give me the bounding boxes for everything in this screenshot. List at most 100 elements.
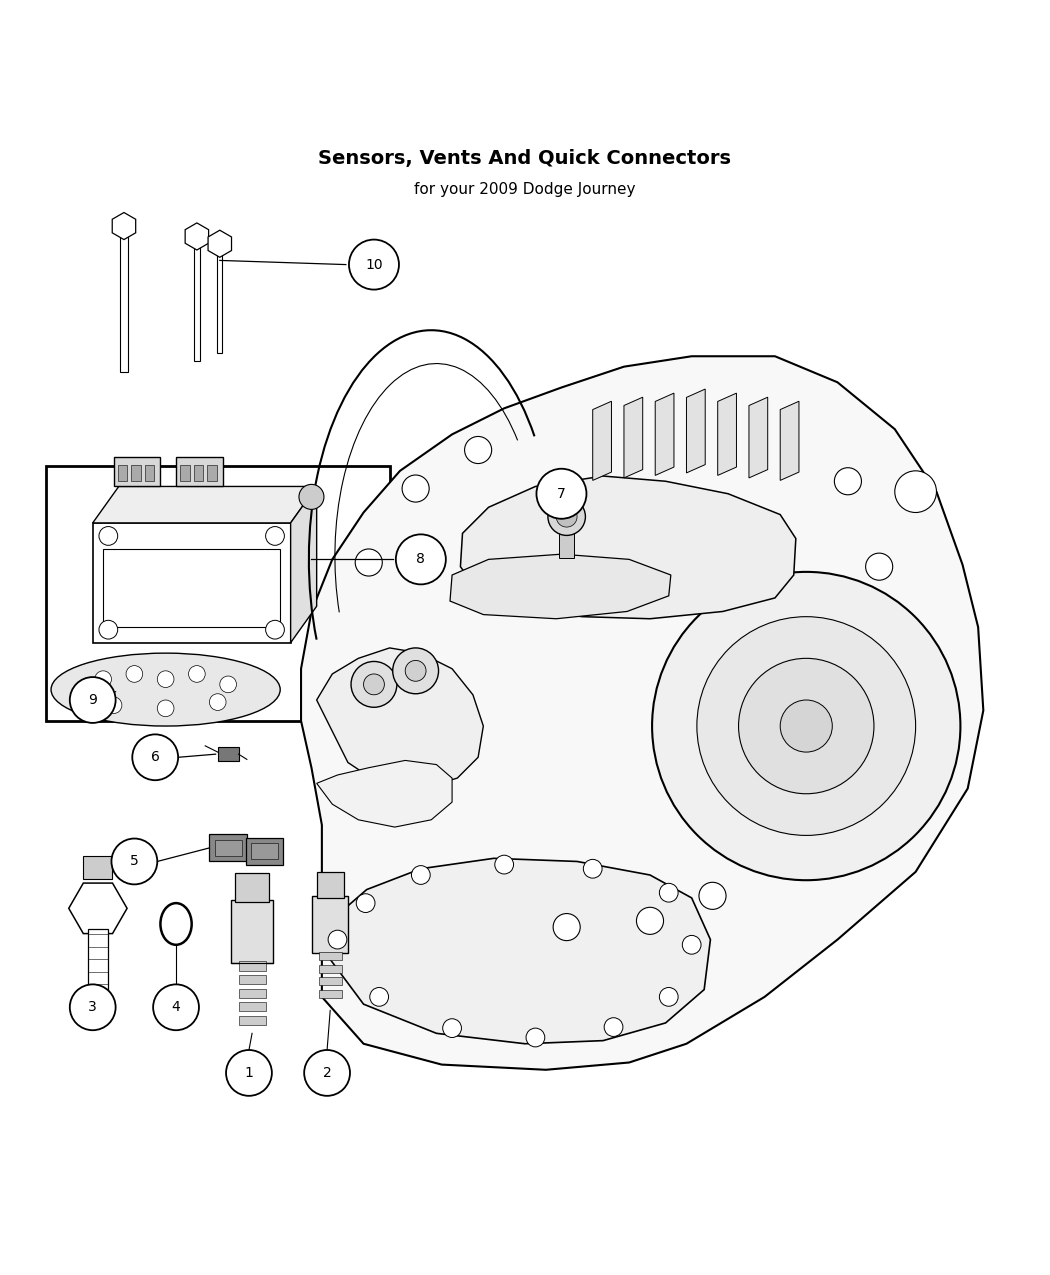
Circle shape (351, 662, 397, 708)
Bar (246, 838, 284, 864)
Ellipse shape (51, 653, 280, 725)
Polygon shape (291, 487, 317, 643)
Circle shape (553, 914, 581, 941)
Circle shape (99, 527, 118, 546)
Bar (87, 929, 108, 1007)
Circle shape (659, 988, 678, 1006)
Bar (217, 747, 238, 761)
Circle shape (835, 468, 861, 495)
Circle shape (69, 677, 116, 723)
Bar (121, 226, 128, 372)
Circle shape (299, 484, 324, 510)
Bar (181, 464, 190, 481)
Polygon shape (185, 223, 209, 250)
Circle shape (126, 666, 143, 682)
Bar (194, 464, 203, 481)
Bar (235, 873, 269, 903)
Circle shape (464, 436, 491, 464)
Circle shape (659, 884, 678, 903)
Polygon shape (624, 398, 643, 478)
Bar (118, 464, 127, 481)
Polygon shape (450, 555, 671, 618)
Circle shape (652, 572, 961, 880)
Circle shape (738, 658, 874, 794)
Bar (319, 952, 341, 960)
Circle shape (895, 470, 937, 513)
Bar (238, 1002, 266, 1011)
Circle shape (363, 674, 384, 695)
Circle shape (697, 617, 916, 835)
Circle shape (266, 527, 285, 546)
Polygon shape (112, 213, 135, 240)
Circle shape (356, 894, 375, 913)
Polygon shape (592, 402, 611, 481)
Circle shape (412, 866, 430, 885)
Polygon shape (301, 356, 984, 1070)
Bar (560, 532, 574, 558)
Bar (238, 1016, 266, 1025)
Bar (238, 975, 266, 984)
Bar (313, 896, 348, 954)
Circle shape (682, 936, 701, 954)
Circle shape (189, 666, 205, 682)
Circle shape (69, 984, 116, 1030)
Bar (92, 523, 291, 643)
Circle shape (370, 988, 388, 1006)
Circle shape (349, 240, 399, 289)
Circle shape (226, 1051, 272, 1095)
Polygon shape (68, 884, 127, 933)
Text: 9: 9 (88, 694, 98, 708)
Circle shape (396, 534, 446, 584)
Bar (319, 989, 341, 998)
Bar (214, 839, 242, 857)
Bar (145, 464, 154, 481)
Bar (217, 244, 223, 353)
Circle shape (604, 1017, 623, 1037)
Circle shape (153, 984, 198, 1030)
Ellipse shape (167, 910, 186, 937)
Bar (83, 857, 112, 880)
Circle shape (132, 734, 179, 780)
Polygon shape (460, 476, 796, 618)
Polygon shape (780, 402, 799, 481)
Circle shape (526, 1028, 545, 1047)
Circle shape (158, 671, 174, 687)
Circle shape (328, 931, 347, 949)
Bar (46, 465, 390, 720)
Bar (319, 977, 341, 986)
Bar (317, 872, 343, 898)
Text: 8: 8 (417, 552, 425, 566)
Circle shape (105, 697, 122, 714)
Bar (194, 236, 200, 361)
Polygon shape (208, 231, 231, 258)
Polygon shape (328, 858, 711, 1044)
Circle shape (548, 499, 586, 536)
Circle shape (111, 839, 158, 885)
Circle shape (266, 621, 285, 639)
Circle shape (556, 506, 578, 527)
Text: 6: 6 (151, 750, 160, 764)
Text: 2: 2 (322, 1066, 332, 1080)
Polygon shape (687, 389, 706, 473)
Polygon shape (92, 487, 317, 523)
Bar (238, 961, 266, 970)
Circle shape (355, 550, 382, 576)
Circle shape (443, 1019, 461, 1038)
Text: for your 2009 Dodge Journey: for your 2009 Dodge Journey (415, 182, 635, 198)
Bar (113, 458, 161, 487)
Polygon shape (718, 393, 736, 476)
Bar (209, 834, 247, 862)
Ellipse shape (161, 903, 192, 945)
Circle shape (405, 660, 426, 681)
Bar (103, 550, 280, 627)
Circle shape (699, 882, 726, 909)
Text: 10: 10 (365, 258, 383, 272)
Text: Sensors, Vents And Quick Connectors: Sensors, Vents And Quick Connectors (318, 149, 732, 168)
Bar (238, 988, 266, 998)
Bar (207, 464, 216, 481)
Circle shape (780, 700, 833, 752)
Circle shape (209, 694, 226, 710)
Polygon shape (317, 760, 453, 827)
Circle shape (94, 671, 111, 687)
Circle shape (158, 700, 174, 717)
